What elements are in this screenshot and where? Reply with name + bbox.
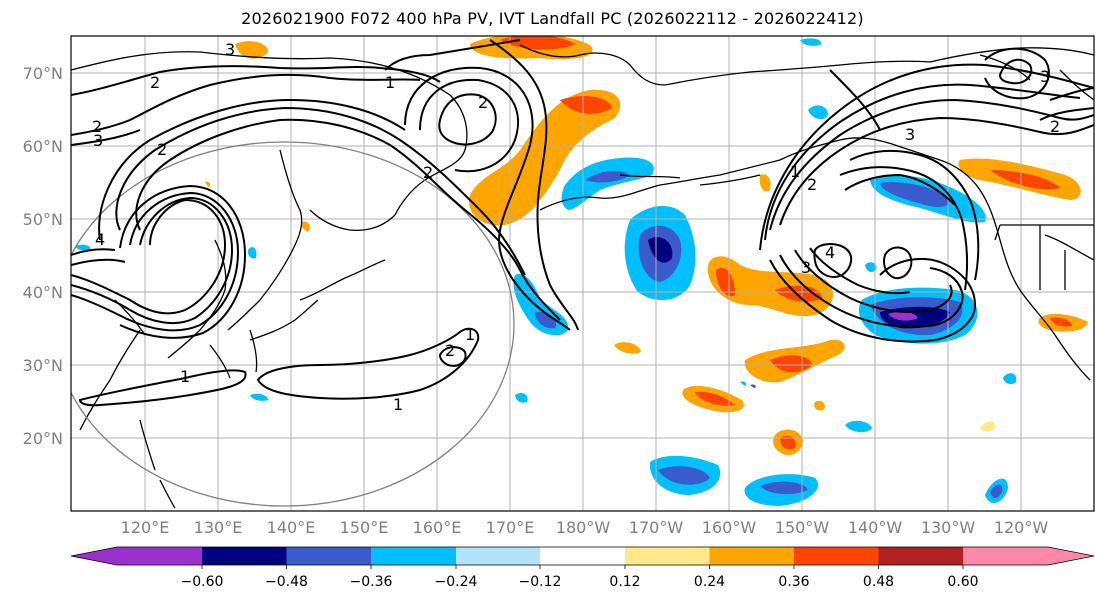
colorbar-tick-label: 0.48: [863, 574, 894, 590]
lon-label: 140°W: [848, 518, 903, 537]
contour-label: 3: [93, 131, 103, 150]
lat-label: 40°N: [23, 283, 63, 302]
colorbar-tick-label: −0.60: [181, 574, 224, 590]
colorbar-segment: [371, 547, 456, 565]
contour-label: 3: [1040, 67, 1050, 86]
contour-label: 4: [95, 230, 105, 249]
colorbar-segment: [794, 547, 879, 565]
longitude-labels: 120°E 130°E 140°E 150°E 160°E 170°E 180°…: [121, 518, 1049, 537]
colorbar-tick-label: 0.60: [947, 574, 978, 590]
colorbar-tick-label: −0.36: [350, 574, 393, 590]
colorbar-segment: [709, 547, 794, 565]
contour-label: 1: [180, 367, 190, 386]
lat-label: 60°N: [23, 137, 63, 156]
chart-title: 2026021900 F072 400 hPa PV, IVT Landfall…: [241, 9, 864, 28]
lon-label: 140°E: [267, 518, 316, 537]
colorbar-segment: [963, 547, 1048, 565]
map-border: [70, 35, 1095, 512]
contour-label: 3: [905, 125, 915, 144]
colorbar-tick-label: −0.24: [435, 574, 478, 590]
pv-contours: [71, 39, 1094, 407]
range-circle: [71, 141, 515, 507]
contour-label: 2: [423, 163, 433, 182]
graticule: [71, 36, 1094, 511]
colorbar-tick-label: 0.12: [609, 574, 640, 590]
colorbar-segment: [540, 547, 625, 565]
contour-label: 2: [157, 140, 167, 159]
contour-label: 1: [465, 325, 475, 344]
colorbar-ticks: [201, 565, 964, 569]
colorbar-tick-label: −0.12: [519, 574, 562, 590]
contour-labels: 3 2 3 2 2 1 4 2 2 1 1 1 3 2 3 2 4 3 1 2: [92, 40, 1060, 414]
colorbar-tick-label: 0.36: [778, 574, 809, 590]
colorbar-min-extend: [71, 547, 117, 565]
lon-label: 160°E: [413, 518, 462, 537]
lon-label: 120°E: [121, 518, 170, 537]
lon-label: 150°W: [775, 518, 830, 537]
contour-label: 2: [478, 93, 488, 112]
contour-label: 2: [1050, 117, 1060, 136]
colorbar-segment: [878, 547, 963, 565]
lon-label: 130°W: [921, 518, 976, 537]
colorbar-tick-label: 0.24: [694, 574, 725, 590]
lon-label: 160°W: [702, 518, 757, 537]
colorbar-segment: [117, 547, 202, 565]
colorbar-segment: [202, 547, 287, 565]
lon-label: 170°W: [629, 518, 684, 537]
lat-label: 50°N: [23, 210, 63, 229]
contour-label: 3: [801, 258, 811, 277]
colorbar-segment: [456, 547, 540, 565]
lon-label: 180°W: [556, 518, 611, 537]
lon-label: 120°W: [994, 518, 1049, 537]
colorbar-tick-label: −0.48: [265, 574, 308, 590]
colorbar-segment: [625, 547, 710, 565]
colorbar-max-extend: [1048, 547, 1094, 565]
lat-label: 70°N: [23, 64, 63, 83]
contour-label: 2: [92, 117, 102, 136]
contour-label: 4: [825, 243, 835, 262]
lon-label: 170°E: [486, 518, 535, 537]
colorbar: −0.60 −0.48 −0.36 −0.24 −0.12 0.12 0.24 …: [70, 546, 1095, 590]
colorbar-segment: [286, 547, 371, 565]
lat-label: 30°N: [23, 356, 63, 375]
coastlines: [71, 44, 1094, 509]
contour-label: 1: [393, 395, 403, 414]
map-layers: 3 2 3 2 2 1 4 2 2 1 1 1 3 2 3 2 4 3 1 2: [71, 36, 1094, 511]
lat-label: 20°N: [23, 429, 63, 448]
colorbar-outline: [70, 546, 1095, 566]
latitude-labels: 70°N 60°N 50°N 40°N 30°N 20°N: [23, 64, 63, 448]
contour-label: 2: [445, 341, 455, 360]
lon-label: 150°E: [340, 518, 389, 537]
contour-label: 2: [150, 73, 160, 92]
contour-label: 1: [790, 162, 800, 181]
contour-label: 3: [225, 40, 235, 59]
contour-label: 1: [385, 73, 395, 92]
lon-label: 130°E: [194, 518, 243, 537]
contour-label: 2: [807, 175, 817, 194]
